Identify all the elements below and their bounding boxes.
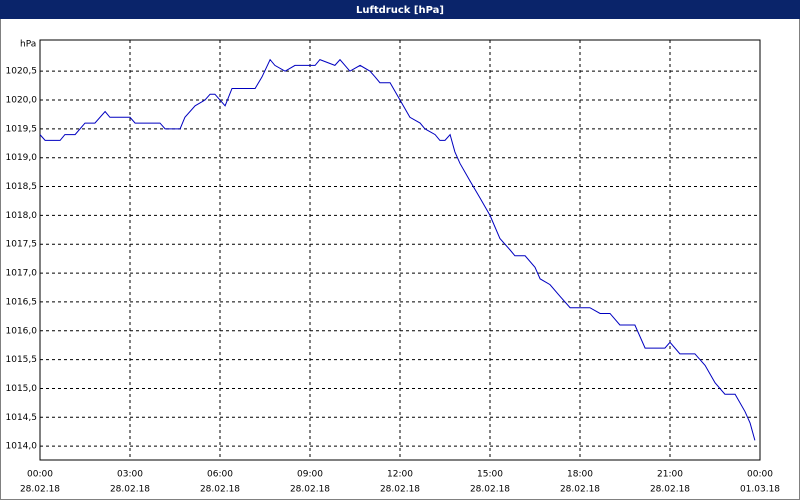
x-tick-label: 12:00 [387, 470, 413, 480]
y-tick-label: 1020,5 [6, 67, 38, 77]
x-tick-date: 28.02.18 [380, 485, 420, 495]
x-tick-label: 21:00 [657, 470, 683, 480]
x-tick-label: 09:00 [297, 470, 323, 480]
x-tick-date: 28.02.18 [650, 485, 690, 495]
plot-border [39, 39, 761, 461]
x-tick-date: 28.02.18 [290, 485, 330, 495]
x-tick-label: 18:00 [567, 470, 593, 480]
x-tick-date: 28.02.18 [110, 485, 150, 495]
y-tick-label: 1019,5 [6, 124, 38, 134]
y-tick-label: 1018,5 [6, 182, 38, 192]
x-tick-date: 01.03.18 [740, 485, 780, 495]
y-tick-label: 1014,0 [6, 442, 38, 452]
y-tick-label: 1018,0 [6, 211, 38, 221]
x-tick-label: 03:00 [117, 470, 143, 480]
x-tick-date: 28.02.18 [560, 485, 600, 495]
x-tick-label: 00:00 [747, 470, 773, 480]
y-tick-label: 1014,5 [6, 413, 38, 423]
chart-title: Luftdruck [hPa] [356, 5, 444, 16]
y-axis-label: hPa [20, 40, 36, 50]
x-tick-label: 06:00 [207, 470, 233, 480]
y-tick-label: 1019,0 [6, 153, 38, 163]
x-tick-date: 28.02.18 [470, 485, 510, 495]
x-tick-date: 28.02.18 [200, 485, 240, 495]
y-tick-label: 1016,0 [6, 326, 38, 336]
title-bar [0, 0, 800, 19]
y-tick-label: 1016,5 [6, 297, 38, 307]
x-tick-label: 15:00 [477, 470, 503, 480]
y-tick-label: 1015,5 [6, 355, 38, 365]
x-tick-date: 28.02.18 [20, 485, 60, 495]
y-tick-label: 1017,5 [6, 240, 38, 250]
y-tick-label: 1017,0 [6, 269, 38, 279]
line [39, 58, 756, 441]
y-tick-label: 1020,0 [6, 96, 38, 106]
x-tick-label: 00:00 [27, 470, 53, 480]
y-tick-label: 1015,0 [6, 384, 38, 394]
